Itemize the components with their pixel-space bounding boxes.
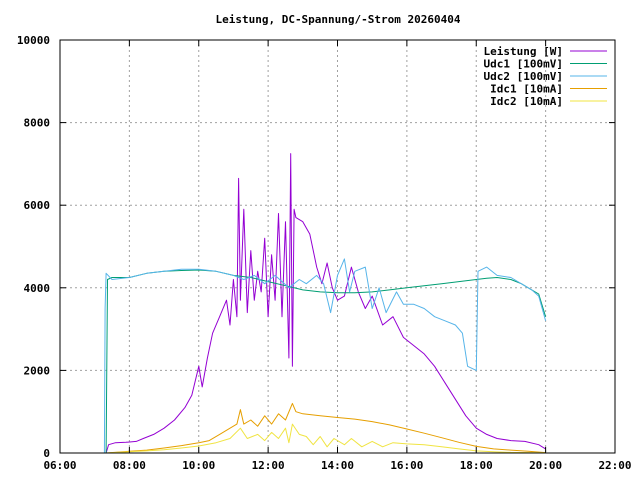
series-line-1 bbox=[105, 153, 546, 454]
series-line-3 bbox=[103, 258, 547, 454]
legend-label-4: Idc1 [10mA] bbox=[490, 83, 563, 96]
y-tick-label: 0 bbox=[43, 447, 50, 460]
x-tick-label: 08:00 bbox=[113, 459, 146, 472]
legend-label-3: Udc2 [100mV] bbox=[484, 70, 563, 83]
series-group bbox=[103, 153, 547, 454]
axis-ticks: 06:00 08:00 10:00 12:00 14:00 16:00 18:00 20:00… bbox=[17, 34, 632, 472]
legend-label-5: Idc2 [10mA] bbox=[490, 95, 563, 108]
x-tick-label: 22:00 bbox=[598, 459, 631, 472]
x-tick-label: 12:00 bbox=[252, 459, 285, 472]
y-tick-label: 2000 bbox=[24, 364, 51, 377]
x-tick-label: 20:00 bbox=[529, 459, 562, 472]
y-tick-label: 8000 bbox=[24, 117, 51, 130]
x-tick-label: 18:00 bbox=[460, 459, 493, 472]
grid-lines bbox=[60, 40, 615, 453]
x-tick-label: 06:00 bbox=[43, 459, 76, 472]
series-line-5 bbox=[106, 423, 546, 454]
legend-label-2: Udc1 [100mV] bbox=[484, 58, 563, 71]
y-tick-label: 4000 bbox=[24, 282, 51, 295]
chart-title: Leistung, DC-Spannung/-Strom 20260404 bbox=[215, 13, 460, 26]
series-line-4 bbox=[106, 402, 546, 454]
y-tick-label: 10000 bbox=[17, 34, 50, 47]
legend-label-1: Leistung [W] bbox=[484, 45, 563, 58]
y-tick-label: 6000 bbox=[24, 199, 51, 212]
legend: Leistung [W]Udc1 [100mV]Udc2 [100mV]Idc1… bbox=[484, 45, 607, 108]
x-tick-label: 16:00 bbox=[390, 459, 423, 472]
x-tick-label: 14:00 bbox=[321, 459, 354, 472]
x-tick-label: 10:00 bbox=[182, 459, 215, 472]
